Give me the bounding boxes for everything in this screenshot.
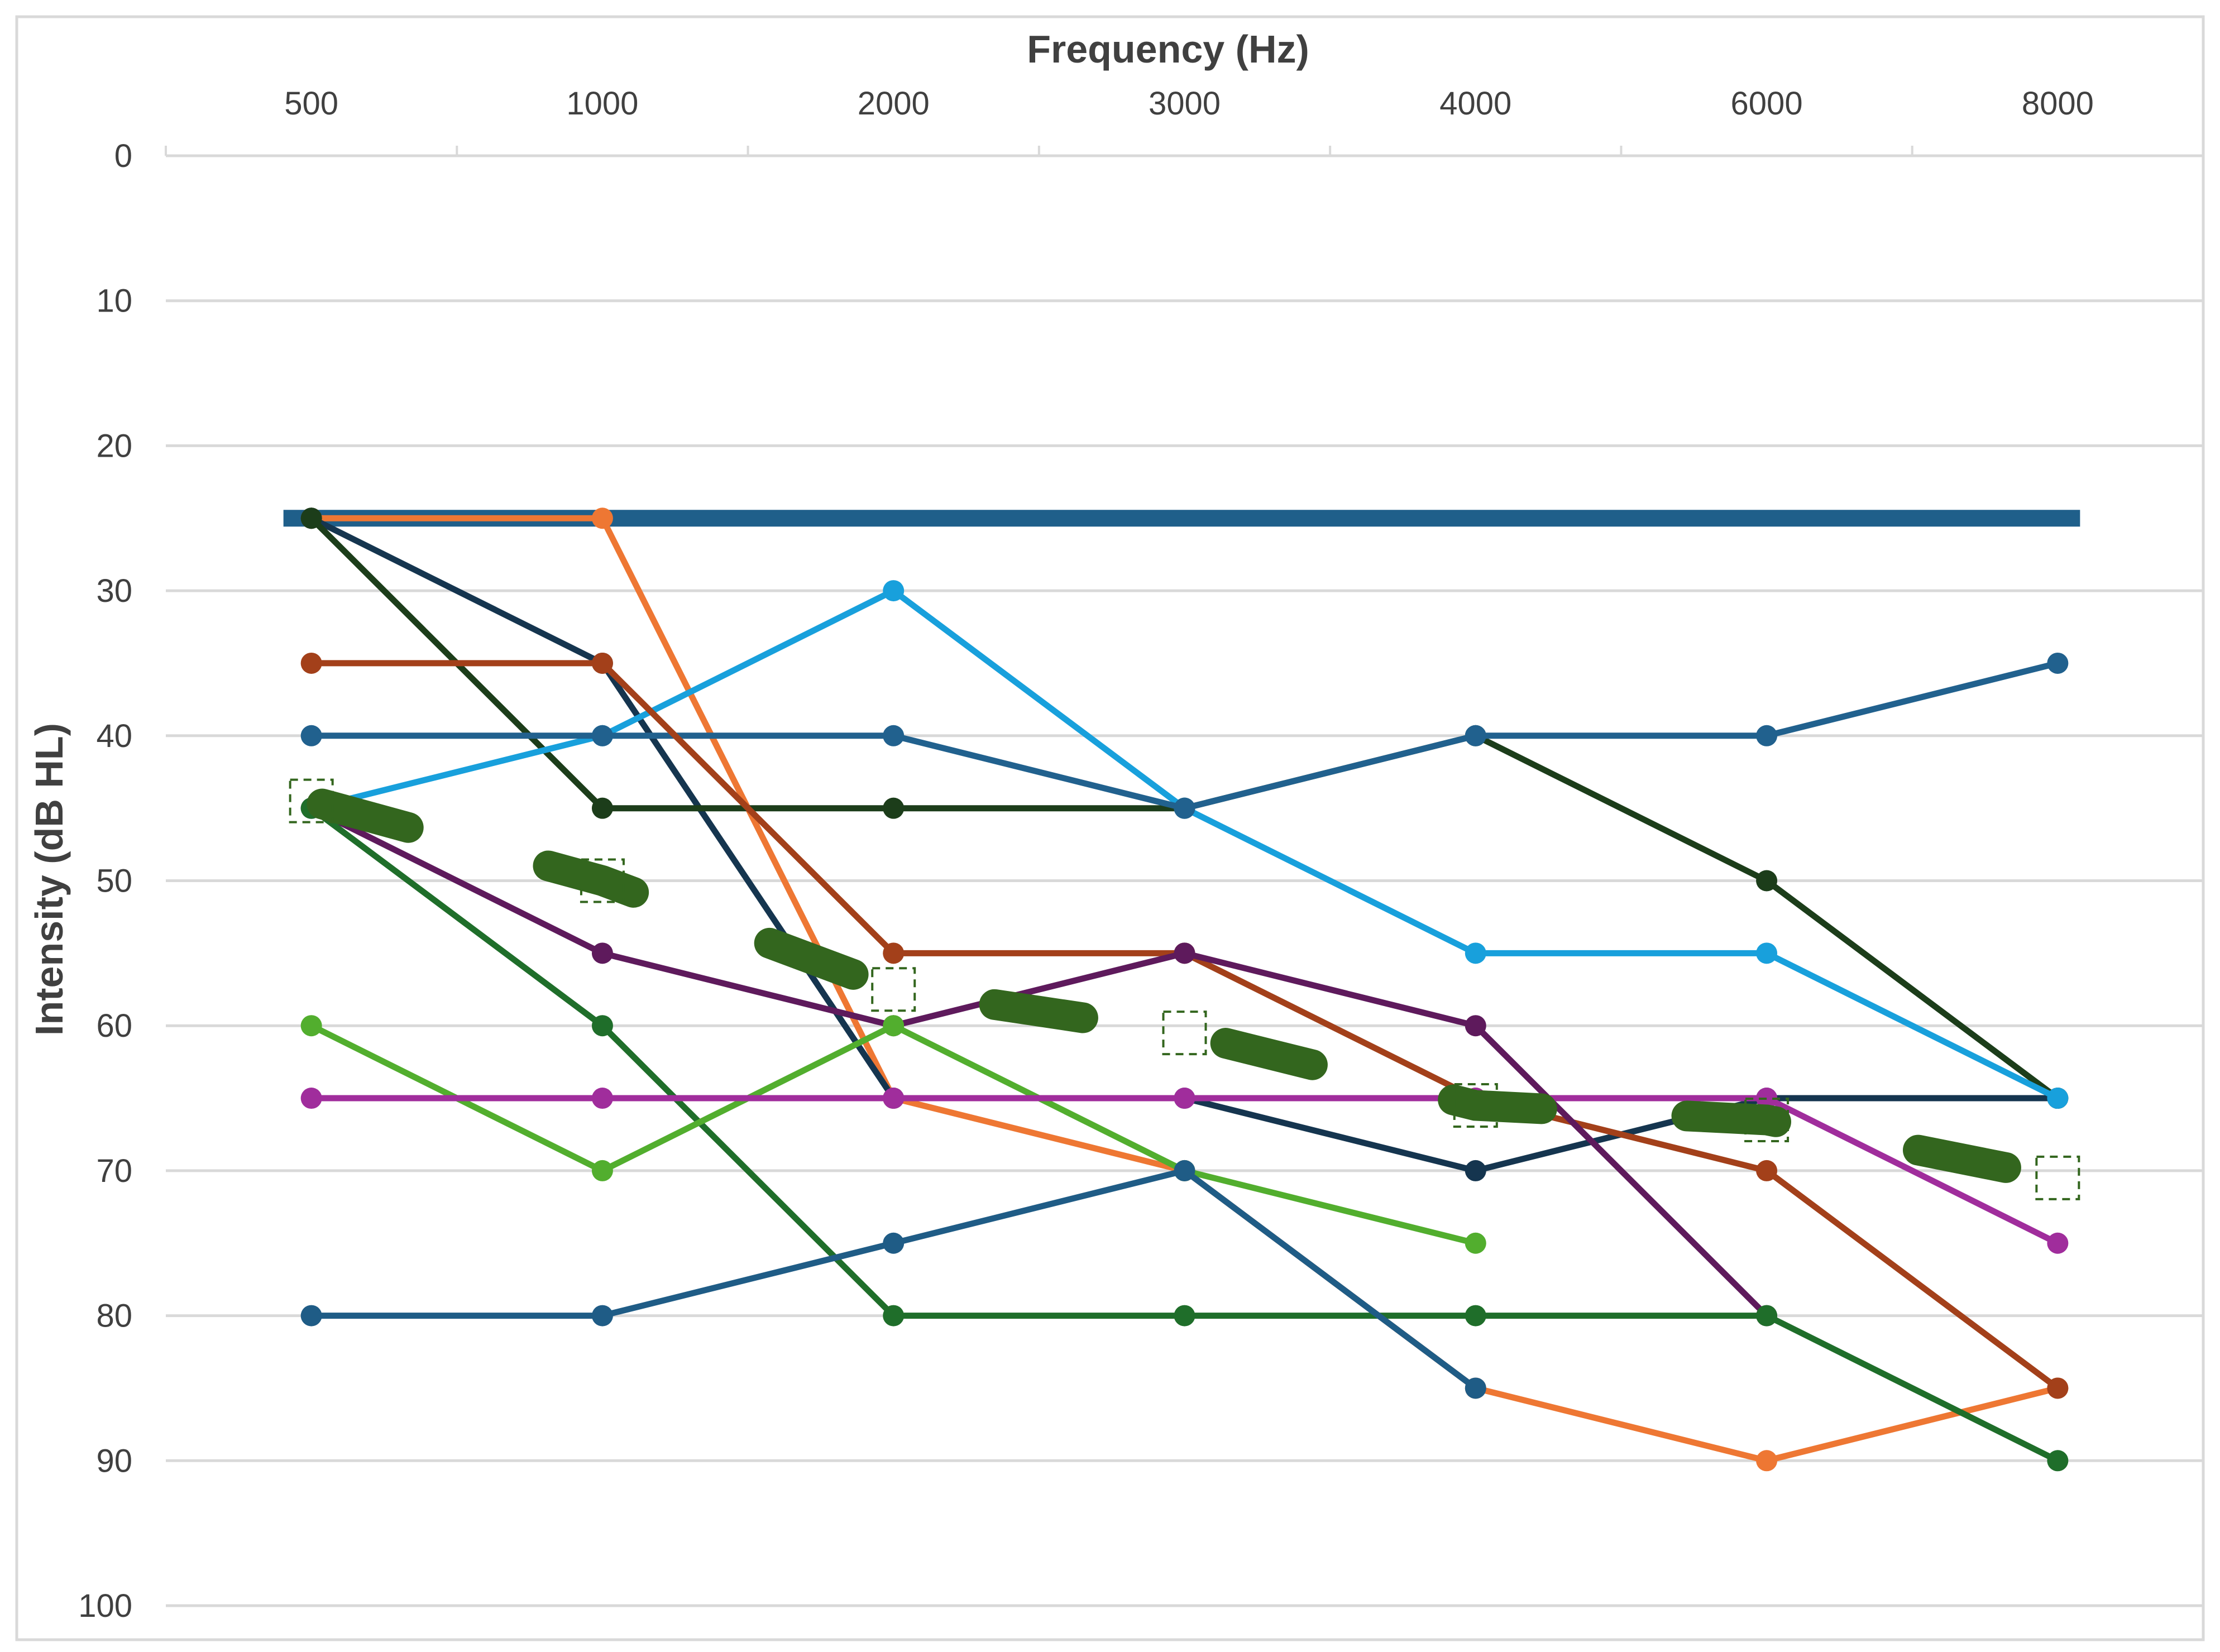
y-tick-label: 70 [96, 1153, 132, 1189]
data-point [2047, 1232, 2069, 1254]
data-point-marker [289, 778, 334, 823]
data-point [883, 1305, 905, 1327]
x-tick-label: 3000 [1149, 85, 1221, 122]
data-point [591, 1160, 613, 1181]
series-line [310, 805, 1769, 1318]
data-point [591, 942, 613, 964]
data-point [591, 1015, 613, 1037]
y-tick-label: 0 [114, 138, 132, 174]
data-point [2047, 1450, 2069, 1472]
series-group [283, 507, 2080, 1472]
data-point [1756, 1160, 1778, 1181]
y-axis-ticks: 0 10 20 30 40 50 60 70 80 90 100 [78, 138, 132, 1624]
x-axis-title: Frequency (Hz) [1027, 27, 1309, 71]
data-point [1465, 942, 1486, 964]
data-point [300, 1015, 322, 1037]
data-point-marker [2035, 1155, 2080, 1200]
y-tick-label: 60 [96, 1008, 132, 1044]
data-point [591, 652, 613, 674]
x-tick-label: 4000 [1439, 85, 1511, 122]
y-tick-label: 80 [96, 1298, 132, 1334]
data-point [1465, 1160, 1486, 1181]
data-point [591, 725, 613, 746]
data-point [300, 652, 322, 674]
data-point [1174, 1160, 1195, 1181]
data-point [1756, 725, 1778, 746]
data-point [2047, 1088, 2069, 1109]
data-point-marker [580, 858, 625, 903]
data-point [2047, 652, 2069, 674]
y-axis-title: Intensity (dB HL) [27, 723, 71, 1036]
y-tick-label: 20 [96, 428, 132, 464]
data-point [591, 507, 613, 529]
data-point [300, 507, 322, 529]
data-point-marker [1162, 1011, 1207, 1056]
data-point [883, 1015, 905, 1037]
data-point [300, 1088, 322, 1109]
data-point-marker [871, 967, 916, 1012]
y-tick-label: 50 [96, 863, 132, 899]
data-point [1174, 1305, 1195, 1327]
data-point [883, 1088, 905, 1109]
data-point [1465, 725, 1486, 746]
data-point [1756, 870, 1778, 892]
data-point [300, 725, 322, 746]
data-point [1756, 942, 1778, 964]
data-point [591, 1088, 613, 1109]
series-green [300, 797, 2069, 1472]
x-tick-label: 6000 [1731, 85, 1803, 122]
data-point [591, 1305, 613, 1327]
data-point [883, 725, 905, 746]
data-point [1465, 1015, 1486, 1037]
average-dashed [289, 778, 2080, 1200]
series-line [296, 786, 2073, 1194]
y-tick-label: 90 [96, 1443, 132, 1479]
data-point [1465, 1377, 1486, 1399]
data-point [1174, 942, 1195, 964]
data-point [1174, 1088, 1195, 1109]
data-point [883, 942, 905, 964]
data-point [1465, 1232, 1486, 1254]
x-tick-label: 2000 [858, 85, 930, 122]
x-tick-label: 8000 [2022, 85, 2094, 122]
series-blue [300, 1160, 1486, 1399]
data-point [1756, 1305, 1778, 1327]
data-point [883, 797, 905, 819]
data-point [883, 580, 905, 602]
data-point [591, 797, 613, 819]
data-point [1756, 1450, 1778, 1472]
y-tick-label: 30 [96, 573, 132, 609]
data-point [1465, 1305, 1486, 1327]
y-tick-label: 10 [96, 283, 132, 319]
y-tick-label: 100 [78, 1588, 132, 1624]
data-point [883, 1232, 905, 1254]
data-point [1174, 797, 1195, 819]
x-tick-label: 500 [284, 85, 338, 122]
data-point-marker [1744, 1098, 1790, 1143]
x-axis-ticks: 500 1000 2000 3000 4000 6000 8000 [284, 85, 2094, 122]
x-tick-label: 1000 [566, 85, 638, 122]
data-point [2047, 1377, 2069, 1399]
data-point [300, 1305, 322, 1327]
data-point-marker [1453, 1083, 1498, 1128]
y-tick-label: 40 [96, 718, 132, 754]
series-steel-blue [300, 652, 2069, 819]
